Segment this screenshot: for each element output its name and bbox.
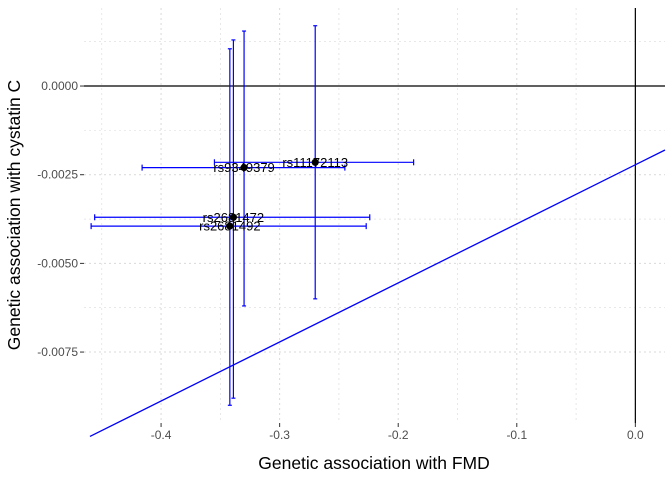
point-label: rs2681472 [203,210,264,225]
y-tick-label: -0.0050 [37,256,78,270]
x-tick-label: -0.4 [151,428,172,442]
data-point [311,158,319,166]
point-label: rs9349379 [213,160,274,175]
reference-lines [84,8,665,423]
x-tick-label: -0.2 [388,428,409,442]
y-tick-label: 0.0000 [41,79,78,93]
data-point [240,164,248,172]
x-tick-label: -0.3 [269,428,290,442]
y-axis-title: Genetic association with cystatin C [4,80,24,350]
axes: -0.4 -0.3 -0.2 -0.1 0.0 0.0000 -0.0025 -0.0050 -… [37,79,644,442]
x-tick-label: 0.0 [627,428,644,442]
x-axis-title: Genetic association with FMD [258,453,489,473]
point-label: rs11172113 [282,155,348,170]
data-points [226,158,319,230]
y-tick-label: -0.0075 [37,345,78,359]
x-tick-label: -0.1 [506,428,527,442]
mr-estimate-line [89,149,666,438]
point-label: rs2681492 [199,219,260,234]
fit-line-group [89,149,666,438]
y-tick-label: -0.0025 [37,168,78,182]
data-point [229,213,237,221]
data-point [226,222,234,230]
gridlines [84,8,665,423]
